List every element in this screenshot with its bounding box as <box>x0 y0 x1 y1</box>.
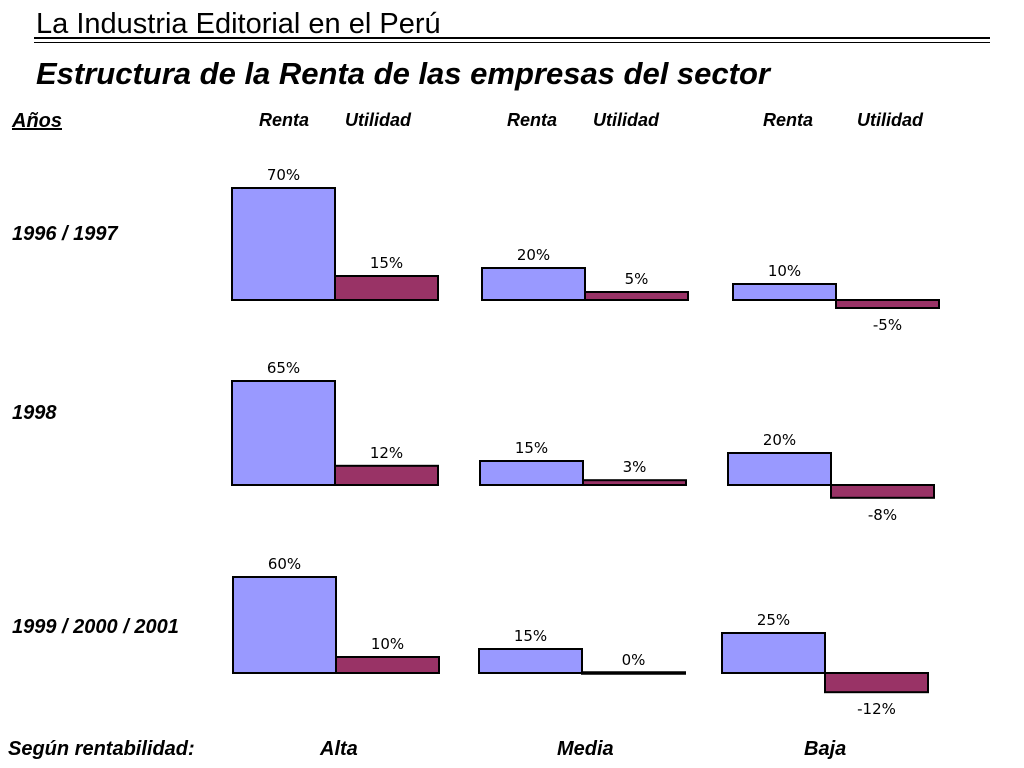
header-title: La Industria Editorial en el Perú <box>36 8 441 40</box>
bar-renta-baja-row-1 <box>732 283 837 301</box>
col-header-renta-media: Renta <box>507 110 558 130</box>
bar-utilidad-alta-row-1 <box>334 275 439 301</box>
value-label-renta-baja-row-2: 20% <box>763 431 796 449</box>
bar-renta-media-row-3 <box>478 648 583 674</box>
value-label-utilidad-alta-row-2: 12% <box>370 444 403 462</box>
col-header-utilidad-media: Utilidad <box>593 110 659 130</box>
bar-renta-alta-row-3 <box>232 576 337 674</box>
col-header-utilidad-baja: Utilidad <box>857 110 923 130</box>
value-label-renta-alta-row-3: 60% <box>268 555 301 573</box>
value-label-renta-baja-row-1: 10% <box>768 262 801 280</box>
col-header-renta-alta: Renta <box>259 110 310 130</box>
page-subtitle: Estructura de la Renta de las empresas d… <box>36 56 770 91</box>
header-rule-thick <box>34 37 990 39</box>
value-label-renta-baja-row-3: 25% <box>757 611 790 629</box>
col-header-utilidad-alta: Utilidad <box>345 110 411 130</box>
bar-utilidad-baja-row-1 <box>835 299 940 309</box>
value-label-renta-media-row-3: 15% <box>514 627 547 645</box>
bar-renta-media-row-2 <box>479 460 584 486</box>
year-label-row-2: 1998 <box>12 402 57 424</box>
bar-utilidad-alta-row-2 <box>334 464 439 486</box>
year-label-row-3: 1999 / 2000 / 2001 <box>12 616 179 638</box>
year-label-row-1: 1996 / 1997 <box>12 223 118 245</box>
bar-renta-baja-row-3 <box>721 632 826 674</box>
value-label-utilidad-baja-row-3: -12% <box>857 700 896 718</box>
footer-group-baja: Baja <box>804 738 847 760</box>
value-label-utilidad-media-row-1: 5% <box>625 270 649 288</box>
value-label-utilidad-alta-row-1: 15% <box>370 254 403 272</box>
bar-renta-baja-row-2 <box>727 452 832 486</box>
value-label-utilidad-media-row-3: 0% <box>622 651 646 669</box>
value-label-utilidad-baja-row-2: -8% <box>868 506 897 524</box>
bar-utilidad-alta-row-3 <box>335 656 440 674</box>
value-label-utilidad-alta-row-3: 10% <box>371 635 404 653</box>
bar-renta-media-row-1 <box>481 267 586 301</box>
bar-utilidad-media-row-1 <box>584 291 689 301</box>
years-label: Años <box>12 110 62 132</box>
bar-renta-alta-row-2 <box>231 380 336 486</box>
header-rule-thin <box>34 42 990 43</box>
bar-utilidad-media-row-2 <box>582 479 687 487</box>
value-label-utilidad-media-row-2: 3% <box>623 458 647 476</box>
value-label-renta-alta-row-1: 70% <box>267 166 300 184</box>
value-label-renta-media-row-1: 20% <box>517 246 550 264</box>
value-label-renta-alta-row-2: 65% <box>267 359 300 377</box>
footer-group-media: Media <box>557 738 614 760</box>
value-label-utilidad-baja-row-1: -5% <box>873 316 902 334</box>
col-header-renta-baja: Renta <box>763 110 814 130</box>
bar-utilidad-baja-row-2 <box>830 484 935 499</box>
bar-utilidad-media-row-3 <box>581 671 686 675</box>
value-label-renta-media-row-2: 15% <box>515 439 548 457</box>
footer-group-alta: Alta <box>320 738 358 760</box>
bar-utilidad-baja-row-3 <box>824 672 929 694</box>
bar-renta-alta-row-1 <box>231 187 336 301</box>
footer-label: Según rentabilidad: <box>8 738 195 760</box>
